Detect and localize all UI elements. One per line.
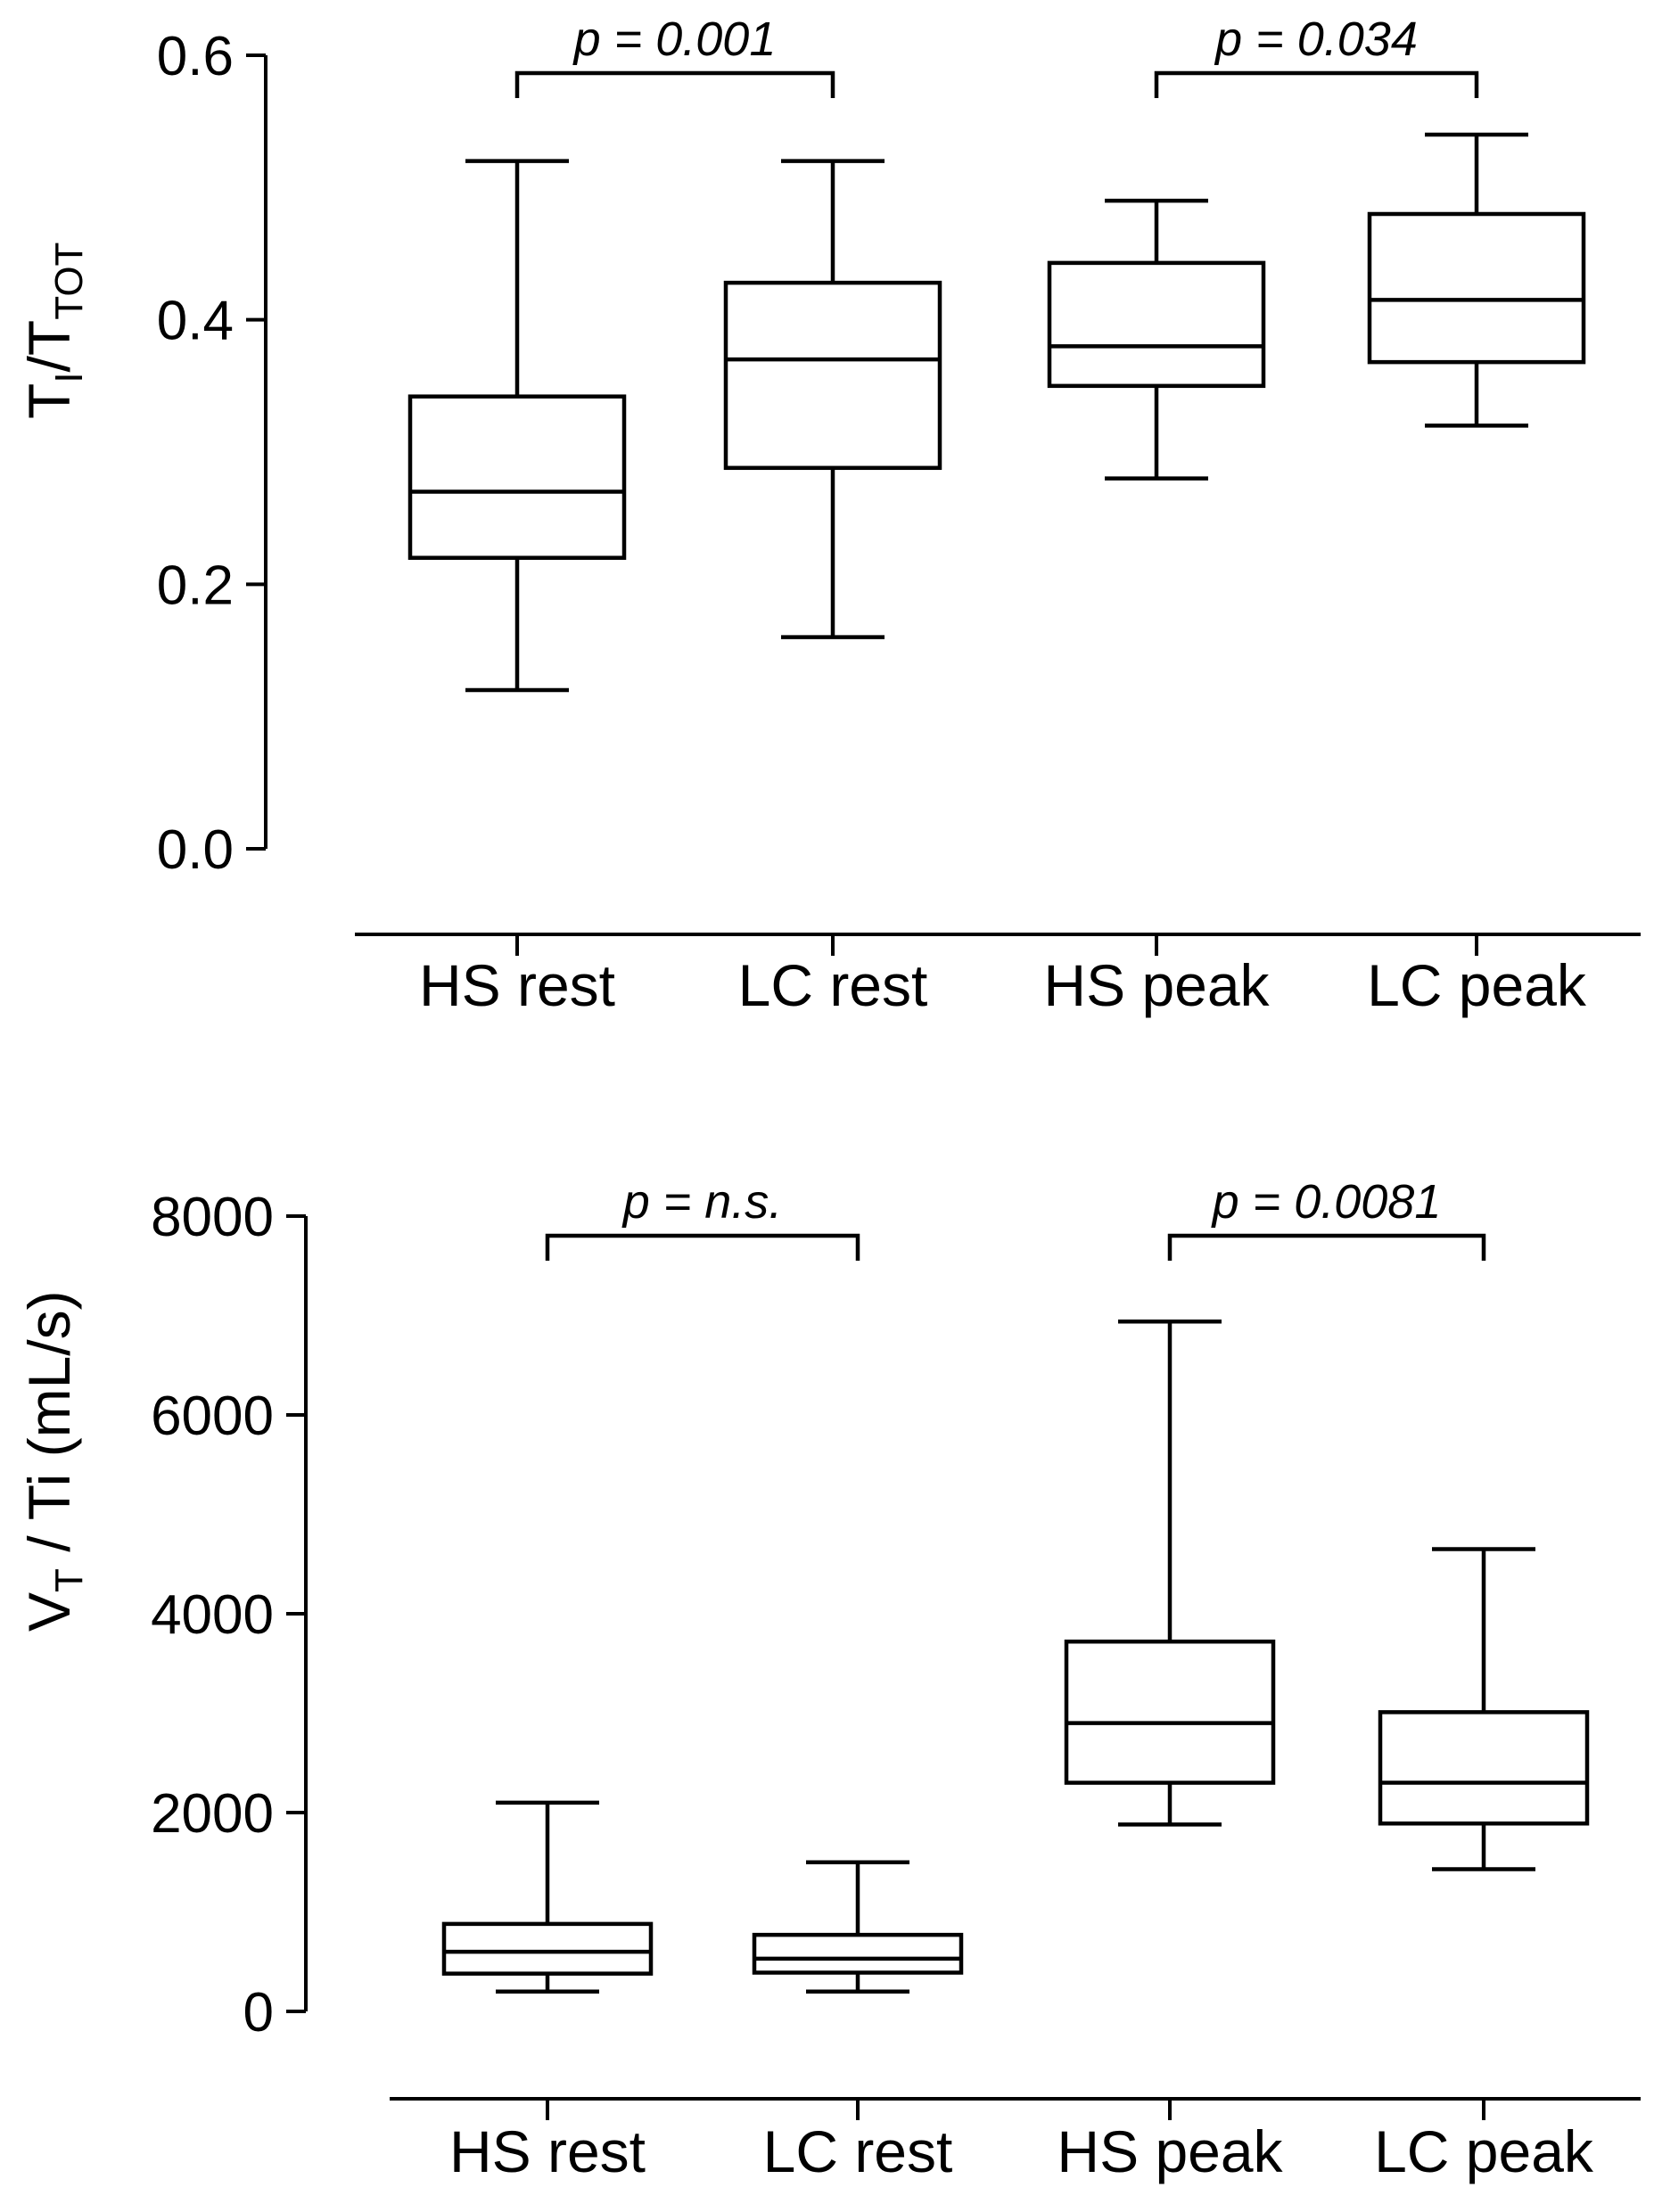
- bottom-box-iqr: [1378, 1710, 1590, 1826]
- bottom-ylabel: VT / Ti (mL/s): [16, 1290, 91, 1632]
- bottom-significance-bracket: [1167, 1233, 1486, 1261]
- bottom-box-iqr: [752, 1932, 964, 1975]
- top-p-value-label: p = 0.001: [572, 12, 777, 66]
- bottom-ylabel-rest: / Ti (mL/s): [16, 1290, 82, 1568]
- top-y-tick-label: 0.6: [157, 26, 234, 87]
- bottom-y-tick-label: 2000: [151, 1783, 274, 1845]
- top-significance-bracket: [514, 70, 835, 98]
- bottom-p-value-label: p = 0.0081: [1211, 1175, 1442, 1229]
- top-box-iqr: [1367, 211, 1586, 365]
- bottom-category-label: HS peak: [1057, 2118, 1283, 2184]
- bottom-box-iqr: [1064, 1639, 1276, 1785]
- bottom-category-label: HS rest: [449, 2118, 646, 2184]
- bottom-significance-bracket: [545, 1233, 860, 1261]
- top-category-label: LC peak: [1367, 952, 1587, 1018]
- top-ylabel-sub2: TOT: [47, 243, 91, 320]
- top-box-iqr: [723, 280, 942, 471]
- bottom-p-value-label: p = n.s.: [621, 1175, 783, 1229]
- bottom-box-iqr: [441, 1921, 654, 1976]
- top-box-iqr: [1047, 260, 1266, 389]
- top-ylabel-sub1: I: [47, 372, 91, 382]
- bottom-y-tick-label: 8000: [151, 1187, 274, 1248]
- top-ylabel-main1: T: [16, 383, 82, 419]
- bottom-category-label: LC rest: [763, 2118, 953, 2184]
- top-ylabel-main2: T: [16, 320, 82, 356]
- bottom-ylabel-sub1: T: [47, 1568, 91, 1592]
- top-p-value-label: p = 0.034: [1214, 12, 1418, 66]
- top-ylabel: TI/TTOT: [16, 243, 91, 419]
- top-ylabel-slash: /: [16, 355, 82, 372]
- top-significance-bracket: [1154, 70, 1479, 98]
- top-category-label: LC rest: [738, 952, 928, 1018]
- top-y-tick-label: 0.2: [157, 555, 234, 616]
- bottom-y-tick-label: 4000: [151, 1584, 274, 1646]
- top-y-tick-label: 0.0: [157, 819, 234, 881]
- top-category-label: HS rest: [419, 952, 615, 1018]
- bottom-ylabel-main1: V: [16, 1592, 82, 1632]
- top-category-label: HS peak: [1043, 952, 1270, 1018]
- bottom-y-tick-label: 6000: [151, 1386, 274, 1447]
- top-box-iqr: [407, 394, 627, 560]
- bottom-category-label: LC peak: [1374, 2118, 1594, 2184]
- bottom-y-tick-label: 0: [243, 1982, 274, 2043]
- top-y-tick-label: 0.4: [157, 291, 234, 352]
